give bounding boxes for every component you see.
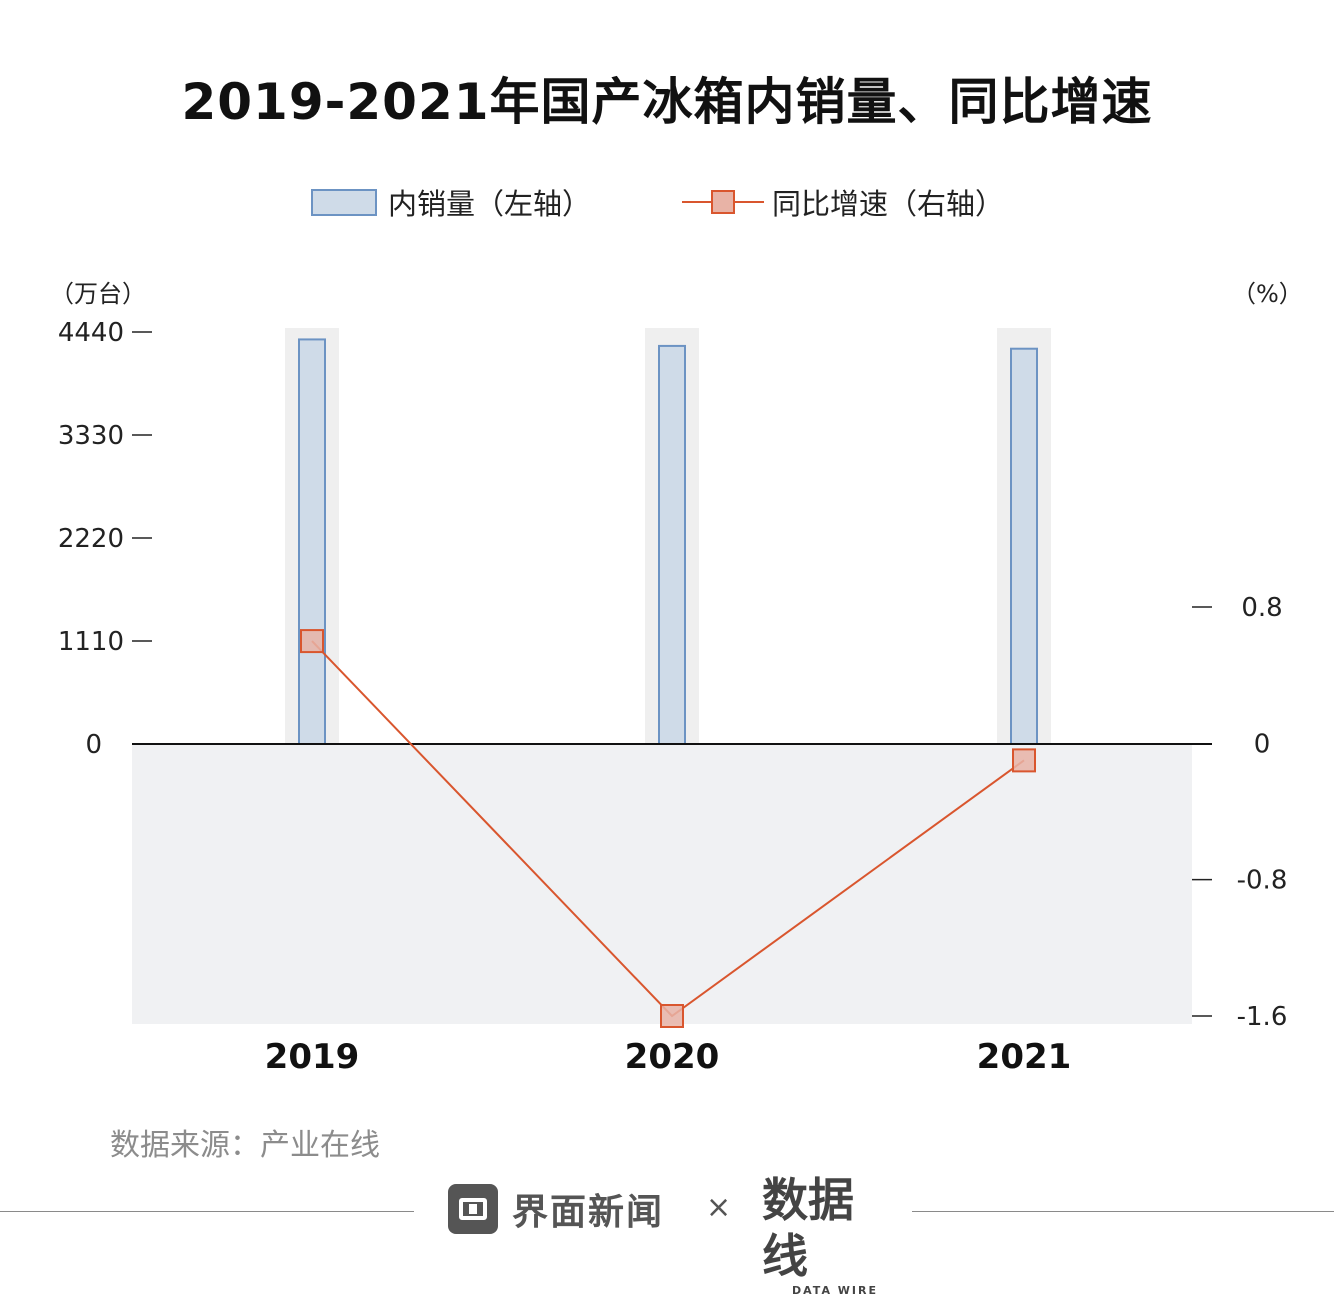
right-axis-ticks: 0.8 0 -0.8 -1.6 — [1192, 593, 1287, 1032]
growth-point-2021 — [1012, 748, 1036, 773]
legend-line-marker — [711, 190, 735, 214]
left-axis-unit: （万台） — [50, 280, 146, 308]
data-source: 数据来源：产业在线 — [110, 1128, 380, 1163]
brand-name: 界面新闻 — [512, 1192, 665, 1233]
right-tick-label: 0.8 — [1241, 593, 1282, 623]
growth-point-2019 — [300, 629, 324, 654]
bar-2019 — [298, 338, 326, 745]
right-axis-unit: （%） — [1232, 280, 1303, 308]
legend-bar-label: 内销量（左轴） — [388, 187, 591, 221]
left-tick-label: 2220 — [58, 524, 124, 554]
footer-divider-left — [0, 1211, 414, 1212]
x-label-2019: 2019 — [265, 1037, 360, 1077]
left-tick-label: 1110 — [58, 627, 124, 657]
times-symbol: × — [706, 1190, 732, 1225]
bar-2021 — [1010, 347, 1038, 745]
growth-point-2020 — [660, 1004, 684, 1028]
right-tick-label: -0.8 — [1237, 866, 1288, 896]
legend: 内销量（左轴） 同比增速（右轴） — [311, 187, 1004, 221]
right-tick-label: -1.6 — [1237, 1002, 1288, 1032]
left-tick-label: 0 — [85, 730, 102, 760]
bars — [298, 338, 1038, 745]
right-tick-label: 0 — [1254, 729, 1271, 759]
left-axis-ticks: 0 1110 2220 3330 4440 — [58, 318, 152, 760]
x-label-2020: 2020 — [625, 1037, 720, 1077]
chart-title: 2019-2021年国产冰箱内销量、同比增速 — [181, 73, 1153, 131]
partner-subtitle: DATA WIRE — [792, 1284, 878, 1297]
footer-divider-right — [912, 1211, 1334, 1212]
x-label-2021: 2021 — [977, 1037, 1072, 1077]
partner-logo: 数据线 DATA WIRE — [762, 1172, 892, 1297]
left-tick-label: 3330 — [58, 421, 124, 451]
bar-2020 — [658, 344, 686, 745]
brand-logo: 界面新闻 — [448, 1184, 664, 1234]
negative-region-band — [132, 744, 1192, 1024]
growth-line — [300, 629, 1036, 1028]
partner-name: 数据线 — [762, 1173, 854, 1283]
legend-line-label: 同比增速（右轴） — [772, 187, 1004, 221]
brand-icon — [448, 1184, 498, 1234]
legend-bar-swatch — [311, 189, 377, 216]
x-axis-labels: 2019 2020 2021 — [265, 1037, 1072, 1077]
left-tick-label: 4440 — [58, 318, 124, 348]
